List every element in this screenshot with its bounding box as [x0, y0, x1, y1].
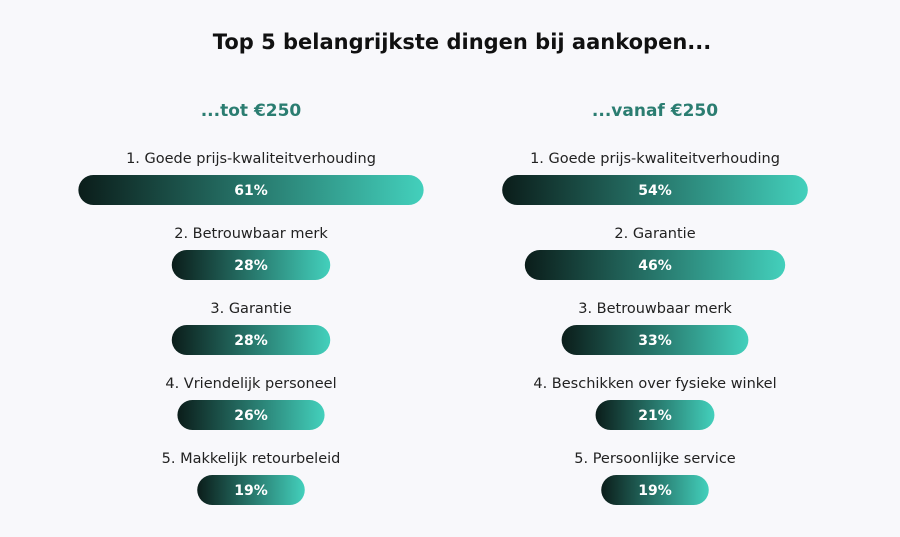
bar	[561, 325, 749, 355]
category-label: 1. Goede prijs-kwaliteitverhouding	[126, 151, 376, 167]
category-label: 2. Betrouwbaar merk	[174, 226, 328, 242]
main-title: Top 5 belangrijkste dingen bij aankopen.…	[213, 30, 711, 54]
panel-title: ...tot €250	[201, 101, 302, 121]
bar	[524, 250, 786, 280]
value-label: 28%	[234, 258, 268, 274]
value-label: 61%	[234, 183, 268, 199]
value-label: 19%	[234, 483, 268, 499]
category-label: 2. Garantie	[614, 226, 695, 242]
panel-title: ...vanaf €250	[592, 101, 718, 121]
bar	[177, 400, 325, 430]
value-label: 46%	[638, 258, 672, 274]
value-label: 21%	[638, 408, 672, 424]
category-label: 5. Makkelijk retourbeleid	[162, 451, 341, 467]
category-label: 1. Goede prijs-kwaliteitverhouding	[530, 151, 780, 167]
value-label: 33%	[638, 333, 672, 349]
bar	[197, 475, 305, 505]
category-label: 4. Vriendelijk personeel	[165, 376, 336, 392]
bar	[601, 475, 709, 505]
bar	[595, 400, 715, 430]
value-label: 19%	[638, 483, 672, 499]
bar	[171, 325, 331, 355]
value-label: 26%	[234, 408, 268, 424]
category-label: 3. Betrouwbaar merk	[578, 301, 732, 317]
category-label: 4. Beschikken over fysieke winkel	[533, 376, 776, 392]
category-label: 3. Garantie	[210, 301, 291, 317]
bar	[171, 250, 331, 280]
category-label: 5. Persoonlijke service	[574, 451, 736, 467]
value-label: 54%	[638, 183, 672, 199]
value-label: 28%	[234, 333, 268, 349]
bar	[78, 175, 424, 205]
bar	[502, 175, 808, 205]
